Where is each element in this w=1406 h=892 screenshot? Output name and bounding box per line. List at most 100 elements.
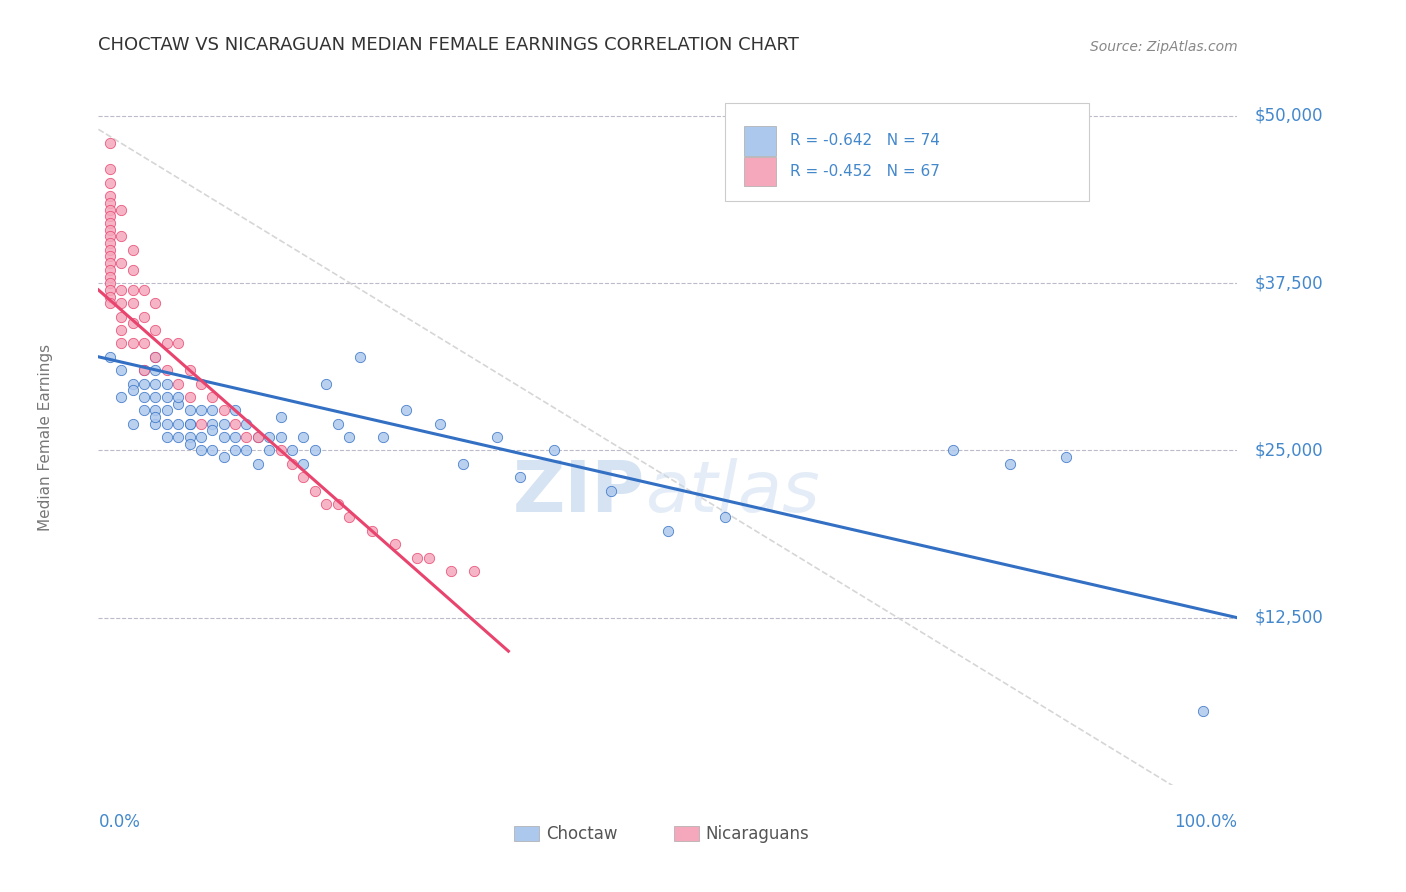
Point [246,430,269,444]
Point [145,323,167,337]
Point [451,457,474,471]
Point [212,417,235,431]
Text: $37,500: $37,500 [1254,274,1323,293]
Point [167,396,190,410]
Point [132,363,155,377]
Point [132,283,155,297]
Point [998,457,1021,471]
Point [110,323,132,337]
Point [167,376,190,391]
Point [121,283,143,297]
Point [167,390,190,404]
Point [179,403,201,417]
Text: R = -0.452   N = 67: R = -0.452 N = 67 [790,164,939,179]
Point [201,403,224,417]
Point [156,430,179,444]
Point [292,430,315,444]
Point [190,443,212,458]
Point [110,256,132,270]
Point [270,409,292,424]
Text: $25,000: $25,000 [1254,442,1323,459]
Point [190,403,212,417]
Point [246,457,269,471]
Point [156,390,179,404]
Point [179,417,201,431]
Point [98,195,121,210]
Point [110,336,132,351]
Point [132,376,155,391]
Point [98,350,121,364]
Point [190,417,212,431]
Point [224,443,246,458]
Point [395,403,418,417]
Point [190,430,212,444]
Point [304,483,326,498]
Point [349,350,371,364]
Point [145,350,167,364]
Point [259,430,281,444]
Point [98,229,121,244]
Text: $50,000: $50,000 [1254,107,1323,125]
Point [156,417,179,431]
Text: CHOCTAW VS NICARAGUAN MEDIAN FEMALE EARNINGS CORRELATION CHART: CHOCTAW VS NICARAGUAN MEDIAN FEMALE EARN… [98,37,799,54]
Point [224,417,246,431]
Point [156,376,179,391]
Point [235,430,257,444]
Point [326,417,349,431]
Point [190,376,212,391]
Point [1054,450,1078,464]
Point [98,269,121,284]
Point [145,296,167,310]
Point [167,430,190,444]
Point [281,443,304,458]
Text: ZIP: ZIP [513,458,645,527]
Point [224,430,246,444]
Point [156,363,179,377]
Point [98,216,121,230]
Point [121,383,143,397]
Point [121,417,143,431]
Point [179,436,201,450]
Point [418,550,440,565]
Point [98,283,121,297]
Point [292,470,315,484]
Point [179,390,201,404]
Point [156,403,179,417]
Point [110,363,132,377]
Point [98,162,121,177]
Point [235,417,257,431]
Point [360,524,382,538]
Point [98,262,121,277]
Point [145,409,167,424]
Point [270,443,292,458]
Point [121,296,143,310]
Point [486,430,509,444]
Point [600,483,623,498]
Point [384,537,406,551]
Point [145,403,167,417]
Point [657,524,679,538]
Point [145,376,167,391]
Point [246,430,269,444]
Point [259,443,281,458]
Point [98,176,121,190]
Point [110,390,132,404]
Text: $12,500: $12,500 [1254,608,1323,627]
Point [326,497,349,511]
Point [98,256,121,270]
Point [132,310,155,324]
Point [429,417,451,431]
Point [371,430,394,444]
Point [292,457,315,471]
Point [406,550,429,565]
Text: atlas: atlas [645,458,820,527]
Point [110,310,132,324]
Point [201,417,224,431]
Point [98,209,121,223]
Text: R = -0.642   N = 74: R = -0.642 N = 74 [790,134,939,148]
Point [98,136,121,150]
Point [179,430,201,444]
Point [98,243,121,257]
Text: 0.0%: 0.0% [98,813,141,830]
Point [98,296,121,310]
